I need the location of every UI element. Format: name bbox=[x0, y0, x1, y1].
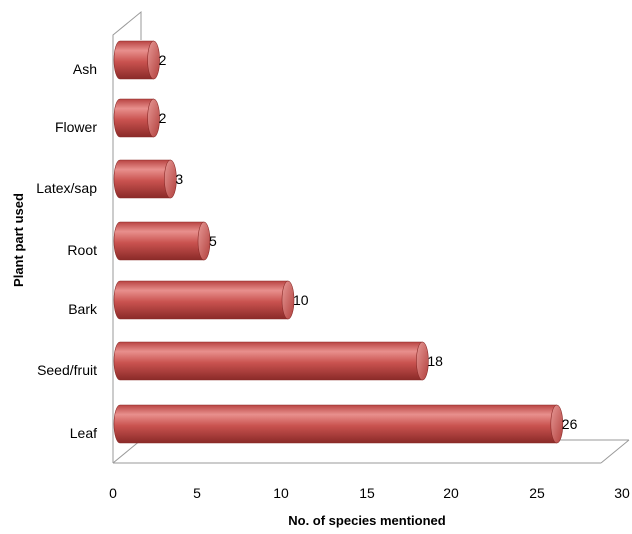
category-label: Bark bbox=[68, 301, 98, 317]
category-label: Seed/fruit bbox=[37, 362, 97, 378]
bar-body bbox=[113, 221, 205, 261]
floor-right-edge bbox=[600, 439, 630, 464]
category-labels: Ash Flower Latex/sap Root Bark Seed/fruit Leaf bbox=[36, 61, 98, 441]
x-tick-label: 25 bbox=[529, 485, 545, 501]
bar-cap bbox=[550, 404, 564, 444]
data-label: 10 bbox=[293, 292, 309, 308]
y-axis-title: Plant part used bbox=[11, 193, 26, 287]
x-tick-labels: 0 5 10 15 20 25 30 bbox=[109, 485, 630, 501]
bar-cap bbox=[197, 221, 211, 261]
bar bbox=[113, 280, 295, 320]
data-label: 26 bbox=[562, 416, 578, 432]
bar-cap bbox=[164, 159, 177, 199]
x-axis-title: No. of species mentioned bbox=[288, 513, 446, 528]
bar-body bbox=[113, 341, 423, 381]
bar bbox=[113, 159, 177, 199]
bar bbox=[113, 341, 429, 381]
bar bbox=[113, 404, 564, 444]
bar-series: 2 2 3 5 10 18 26 bbox=[113, 40, 578, 444]
bar-cap bbox=[147, 40, 160, 80]
bar-cap bbox=[281, 280, 295, 320]
data-label: 18 bbox=[427, 353, 443, 369]
data-label: 3 bbox=[175, 171, 183, 187]
x-tick-label: 15 bbox=[359, 485, 375, 501]
category-label: Root bbox=[67, 242, 97, 258]
category-label: Ash bbox=[73, 61, 97, 77]
data-label: 2 bbox=[159, 110, 167, 126]
bar bbox=[113, 40, 160, 80]
category-label: Flower bbox=[55, 119, 97, 135]
category-label: Leaf bbox=[70, 425, 97, 441]
x-tick-label: 10 bbox=[273, 485, 289, 501]
bar bbox=[113, 221, 211, 261]
data-label: 2 bbox=[159, 52, 167, 68]
bar-body bbox=[113, 159, 171, 199]
x-tick-label: 5 bbox=[193, 485, 201, 501]
bar-body bbox=[113, 280, 289, 320]
category-label: Latex/sap bbox=[36, 180, 97, 196]
bar-body bbox=[113, 404, 558, 444]
bar-body bbox=[113, 98, 154, 138]
x-tick-label: 30 bbox=[614, 485, 630, 501]
back-wall-edge bbox=[112, 10, 142, 463]
x-tick-label: 20 bbox=[443, 485, 459, 501]
bar-body bbox=[113, 40, 154, 80]
bar-cap bbox=[147, 98, 160, 138]
bar bbox=[113, 98, 160, 138]
bar-cap bbox=[416, 341, 429, 381]
data-label: 5 bbox=[209, 233, 217, 249]
floor-edge bbox=[112, 439, 142, 464]
x-tick-label: 0 bbox=[109, 485, 117, 501]
